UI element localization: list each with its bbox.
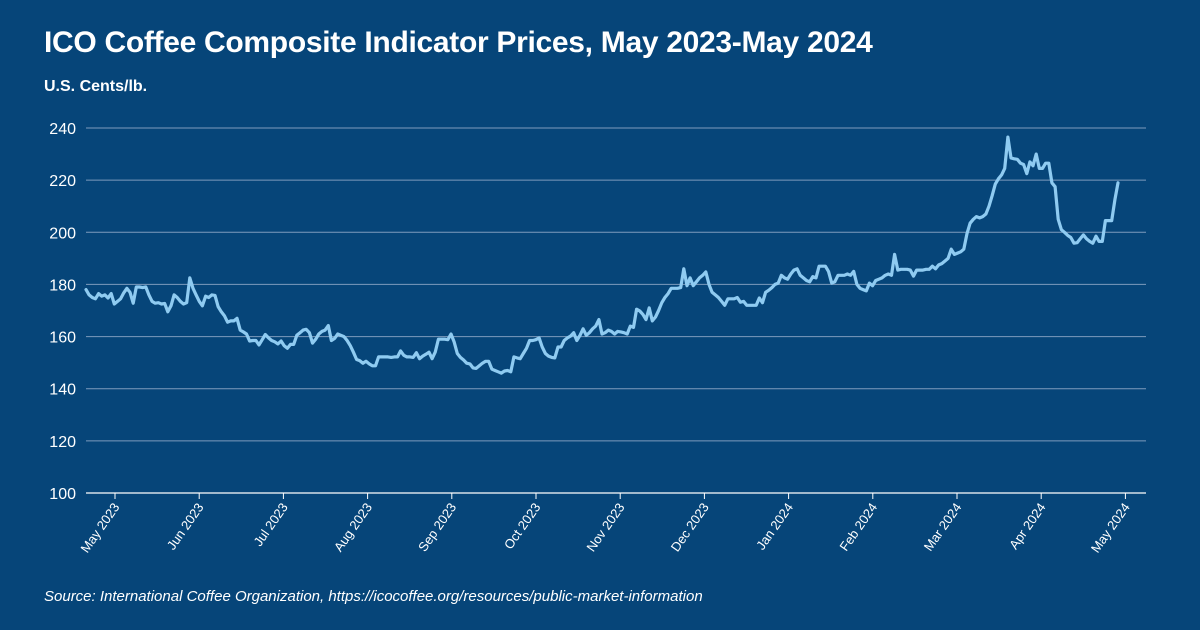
- y-tick-label: 200: [49, 225, 76, 242]
- y-tick-label: 180: [49, 277, 76, 294]
- x-tick-label: Apr 2024: [1006, 500, 1049, 552]
- x-tick-label: Nov 2023: [583, 500, 627, 554]
- gridlines: [86, 127, 1146, 442]
- x-axis-ticks: May 2023 Jun 2023 Jul 2023 Aug 2023 Sep 2023…: [77, 493, 1133, 555]
- series-layer: [84, 135, 1120, 375]
- x-tick-label: Jun 2023: [164, 500, 207, 552]
- x-tick-label: Dec 2023: [668, 500, 712, 554]
- x-tick-label: Jan 2024: [753, 500, 796, 552]
- y-tick-label: 140: [49, 382, 76, 399]
- x-tick-label: Sep 2023: [415, 500, 459, 554]
- price-series-line: [84, 135, 1120, 375]
- source-note: Source: International Coffee Organizatio…: [44, 588, 703, 605]
- y-tick-label: 120: [49, 434, 76, 451]
- y-tick-label: 220: [49, 173, 76, 190]
- x-tick-label: May 2024: [1088, 500, 1133, 555]
- y-tick-label: 240: [49, 121, 76, 138]
- x-tick-label: Oct 2023: [501, 500, 544, 552]
- x-tick-label: Jul 2023: [250, 500, 290, 549]
- y-tick-label: 100: [49, 486, 76, 503]
- x-tick-label: Feb 2024: [836, 500, 880, 554]
- x-tick-label: May 2023: [77, 500, 122, 555]
- x-tick-label: Mar 2024: [921, 500, 965, 554]
- y-tick-label: 160: [49, 330, 76, 347]
- x-tick-label: Aug 2023: [331, 500, 375, 554]
- y-axis-unit-label: U.S. Cents/lb.: [44, 78, 148, 95]
- y-axis-ticks: 100 120 140 160 180 200 220 240: [49, 121, 76, 503]
- chart-title: ICO Coffee Composite Indicator Prices, M…: [44, 26, 873, 59]
